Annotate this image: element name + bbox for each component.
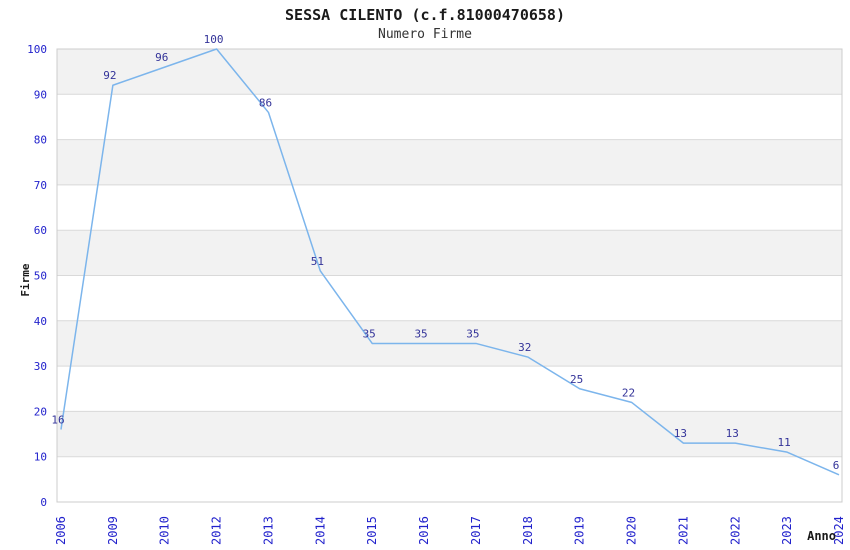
y-tick-label: 10 <box>34 451 47 464</box>
x-tick-label: 2010 <box>158 516 172 545</box>
x-tick-label: 2016 <box>417 516 431 545</box>
y-tick-label: 40 <box>34 315 47 328</box>
plot-border <box>56 48 843 503</box>
y-tick-label: 80 <box>34 134 47 147</box>
y-tick-label: 20 <box>34 405 47 418</box>
data-label: 96 <box>155 51 168 64</box>
data-label: 35 <box>363 327 376 340</box>
alternating-band <box>57 139 842 185</box>
data-label: 6 <box>833 459 840 472</box>
x-tick-label: 2022 <box>728 516 742 545</box>
data-label: 100 <box>204 33 224 46</box>
x-tick-label: 2017 <box>469 516 483 545</box>
x-tick-label: 2021 <box>676 516 690 545</box>
data-label: 35 <box>414 327 427 340</box>
data-label: 22 <box>622 386 635 399</box>
y-tick-label: 70 <box>34 179 47 192</box>
data-label: 92 <box>103 69 116 82</box>
y-tick-label: 50 <box>34 270 47 283</box>
data-label: 86 <box>259 96 272 109</box>
x-tick-label: 2024 <box>832 516 846 545</box>
x-tick-label: 2014 <box>313 516 327 545</box>
alternating-band <box>57 411 842 457</box>
alternating-band <box>57 230 842 276</box>
series-line <box>60 48 840 476</box>
y-tick-label: 30 <box>34 360 47 373</box>
x-tick-label: 2018 <box>521 516 535 545</box>
data-label: 51 <box>311 255 324 268</box>
x-tick-label: 2013 <box>261 516 275 545</box>
data-label: 11 <box>778 436 791 449</box>
x-tick-label: 2020 <box>625 516 639 545</box>
x-axis-title: Anno <box>807 529 836 543</box>
data-label: 35 <box>466 327 479 340</box>
data-label: 16 <box>51 414 64 427</box>
data-label: 25 <box>570 373 583 386</box>
x-tick-label: 2019 <box>573 516 587 545</box>
y-tick-label: 100 <box>27 43 47 56</box>
alternating-band <box>57 49 842 95</box>
data-label: 13 <box>726 427 739 440</box>
y-tick-label: 0 <box>40 496 47 509</box>
data-label: 13 <box>674 427 687 440</box>
chart-subtitle: Numero Firme <box>378 27 472 42</box>
y-tick-label: 90 <box>34 88 47 101</box>
x-tick-label: 2015 <box>365 516 379 545</box>
x-tick-label: 2012 <box>210 516 224 545</box>
x-tick-label: 2023 <box>780 516 794 545</box>
y-tick-label: 60 <box>34 224 47 237</box>
x-tick-label: 2006 <box>54 516 68 545</box>
data-label: 32 <box>518 341 531 354</box>
chart-title: SESSA CILENTO (c.f.81000470658) <box>285 6 565 24</box>
x-tick-label: 2009 <box>106 516 120 545</box>
